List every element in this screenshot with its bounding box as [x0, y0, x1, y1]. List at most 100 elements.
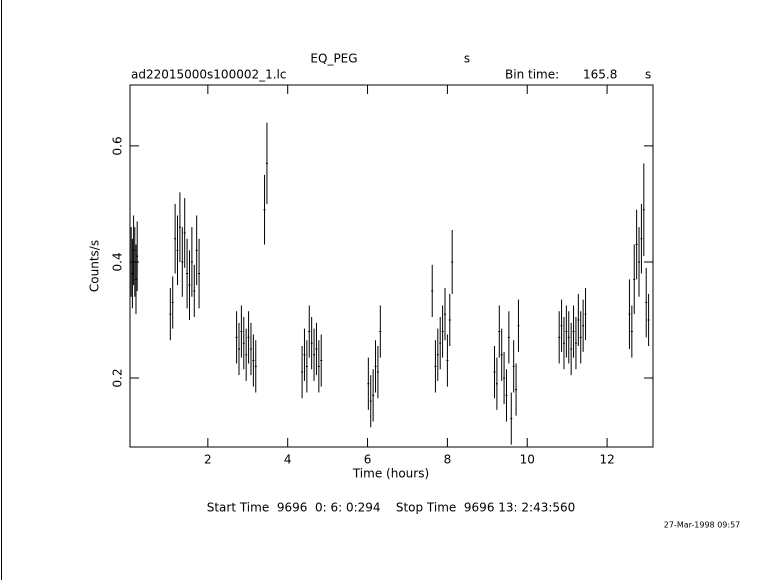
error-bar	[633, 244, 636, 315]
error-bar	[579, 311, 582, 364]
error-bar	[372, 369, 375, 422]
error-bar	[512, 340, 515, 393]
x-tick-label: 12	[599, 453, 614, 467]
error-bar	[584, 288, 587, 341]
error-bar	[235, 311, 238, 364]
y-tick-label: 0.2	[111, 368, 125, 387]
error-bar	[379, 305, 382, 358]
title-unit: s	[464, 52, 470, 66]
error-bar	[374, 340, 377, 393]
error-bar	[376, 346, 379, 399]
error-bar	[574, 317, 577, 370]
error-bar	[303, 328, 306, 381]
x-tick-label: 8	[444, 453, 452, 467]
error-bar	[183, 198, 186, 268]
error-bar	[130, 227, 133, 297]
error-bar	[635, 209, 638, 280]
error-bar	[176, 215, 179, 286]
error-bar	[451, 230, 454, 294]
error-bar	[242, 317, 245, 370]
x-axis-label: Time (hours)	[352, 467, 429, 481]
error-bar	[188, 250, 191, 320]
file-name: ad22015000s100002_1.lc	[131, 68, 287, 82]
time-range: Start Time 9696 0: 6: 0:294 Stop Time 96…	[207, 501, 576, 515]
x-tick-label: 4	[284, 453, 292, 467]
error-bar	[263, 174, 266, 245]
error-bar	[517, 299, 520, 352]
error-bar	[434, 340, 437, 393]
error-bar	[195, 215, 198, 286]
error-bar	[133, 227, 136, 297]
error-bar	[320, 334, 323, 387]
error-bar	[439, 317, 442, 370]
error-bar	[446, 334, 449, 387]
error-bar	[247, 311, 250, 364]
error-bar	[237, 322, 240, 376]
error-bar	[510, 392, 513, 445]
error-bar	[505, 369, 508, 422]
error-bar	[132, 215, 135, 286]
error-bar	[558, 311, 561, 364]
error-bar	[317, 340, 320, 393]
error-bar	[305, 340, 308, 393]
error-bar	[638, 227, 641, 297]
error-bar	[567, 311, 570, 364]
error-bar	[507, 311, 510, 364]
error-bar	[193, 264, 196, 318]
error-bar	[642, 163, 645, 257]
error-bar	[190, 227, 193, 297]
error-bar	[441, 305, 444, 358]
error-bar	[254, 340, 257, 393]
error-bar	[310, 317, 313, 370]
error-bar	[198, 238, 201, 309]
error-bar	[570, 322, 573, 376]
error-bar	[174, 203, 177, 274]
error-bar	[495, 357, 498, 410]
error-bar	[313, 328, 316, 381]
error-bar	[369, 375, 372, 428]
error-bar	[500, 328, 503, 381]
error-bar	[265, 122, 268, 204]
error-bar	[572, 305, 575, 358]
error-bar	[640, 203, 643, 274]
error-bar	[186, 238, 189, 309]
error-bar	[181, 227, 184, 297]
chart-title: EQ_PEG	[310, 52, 357, 66]
error-bar	[431, 264, 434, 318]
error-bar	[131, 238, 134, 309]
error-bar	[443, 288, 446, 341]
bin-time: 165.8	[583, 68, 617, 82]
error-bar	[630, 305, 633, 358]
error-bar	[515, 363, 518, 416]
error-bar	[134, 244, 137, 315]
error-bar	[301, 346, 304, 399]
error-bar	[245, 328, 248, 381]
error-bar	[565, 305, 568, 358]
error-bar	[647, 293, 650, 347]
bin-time-label: Bin time:	[505, 68, 559, 82]
error-bar	[577, 293, 580, 347]
error-bar	[503, 351, 506, 405]
y-tick-label: 0.6	[111, 136, 125, 155]
date: 27-Mar-1998 09:57	[664, 521, 741, 530]
error-bar	[240, 305, 243, 358]
bin-time-unit: s	[645, 68, 651, 82]
error-bar	[493, 346, 496, 399]
error-bar	[178, 192, 181, 262]
error-bar	[315, 322, 318, 376]
error-bar	[249, 322, 252, 376]
error-bar	[645, 267, 648, 338]
x-tick-label: 6	[364, 453, 372, 467]
y-tick-label: 0.4	[111, 252, 125, 271]
error-bar	[498, 305, 501, 358]
x-tick-label: 2	[204, 453, 212, 467]
error-bar	[562, 317, 565, 370]
y-axis-label: Counts/s	[88, 240, 102, 292]
plot-frame	[129, 84, 654, 448]
error-bar	[628, 279, 631, 349]
error-bar	[252, 334, 255, 387]
error-bar	[367, 357, 370, 410]
error-bar	[171, 276, 174, 329]
error-bar	[136, 221, 139, 291]
